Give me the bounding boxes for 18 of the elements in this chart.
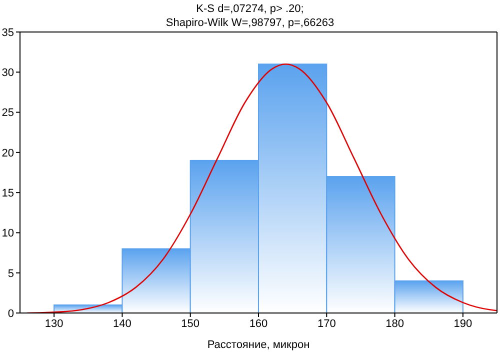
y-tick-label: 30 <box>2 67 14 80</box>
x-tick-label: 160 <box>249 318 268 330</box>
y-tick-label: 5 <box>8 268 14 280</box>
y-tick-label: 15 <box>2 187 14 200</box>
x-tick-label: 190 <box>454 318 472 330</box>
x-tick-label: 140 <box>113 318 132 330</box>
y-tick-label: 10 <box>2 228 14 240</box>
x-tick-label: 170 <box>317 318 336 330</box>
x-tick-label: 180 <box>386 318 404 330</box>
chart-subtitle: Shapiro-Wilk W=,98797, p=,66263 <box>166 17 334 29</box>
y-tick-label: 0 <box>8 308 14 320</box>
x-tick-label: 130 <box>44 318 64 330</box>
x-tick-label: 150 <box>181 318 200 330</box>
x-axis-title: Расстояние, микрон <box>207 339 310 351</box>
y-tick-label: 35 <box>2 26 14 39</box>
y-tick-label: 25 <box>2 107 14 120</box>
chart-title: K-S d=,07274, p> .20; <box>195 2 305 16</box>
y-tick-label: 20 <box>2 147 14 160</box>
